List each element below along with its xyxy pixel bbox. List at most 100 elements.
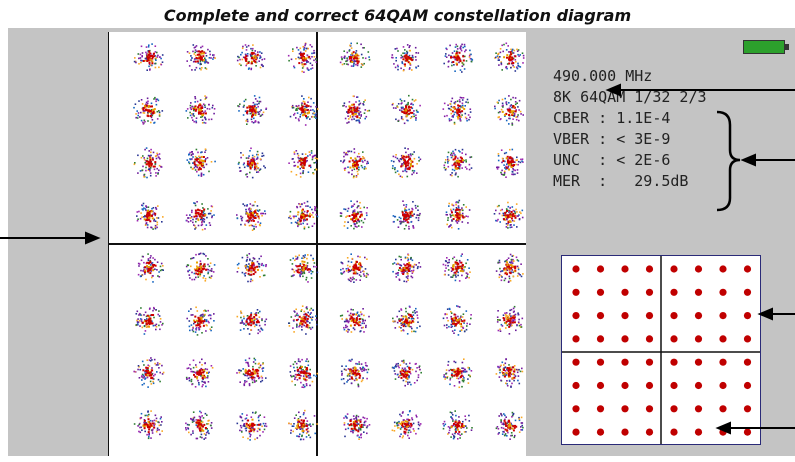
constellation-point [343,413,371,440]
constellation-point [392,305,421,335]
ideal-constellation-point [719,405,727,413]
constellation-point [339,308,370,333]
ideal-constellation-point [670,265,678,273]
constellation-point [133,410,163,440]
constellation-point [136,202,164,230]
constellation-point [185,358,214,388]
ideal-constellation-point [621,381,629,390]
constellation-point [392,200,421,230]
constellation-point [237,95,268,125]
ideal-constellation-point [670,288,678,296]
ideal-constellation-point [621,288,629,296]
measurement-readout: 490.000 MHz 8K 64QAM 1/32 2/3 CBER : 1.1… [553,66,707,192]
ideal-constellation-point [719,428,727,436]
ideal-constellation-point [596,405,605,413]
ideal-constellation-point [743,335,752,343]
ideal-constellation-point [645,428,654,436]
constellation-point [236,253,267,283]
ideal-constellation-point [621,358,629,366]
constellation-point [443,43,474,73]
constellation-point [185,201,215,231]
constellation-point [442,253,471,282]
ideal-constellation-point [694,335,703,343]
ideal-constellation-point [743,288,752,296]
constellation-point [287,42,318,73]
constellation-point [289,254,319,283]
constellation-point [133,43,164,71]
constellation-point [340,148,369,179]
constellation-point [133,96,164,125]
constellation-point [288,150,319,178]
ideal-constellation-point [596,312,605,320]
constellation-point [494,42,525,72]
ideal-constellation-point [621,428,629,436]
constellation-point [133,147,163,179]
constellation-point [496,148,524,178]
ideal-constellation-point [694,405,703,413]
ideal-constellation-point [572,312,580,320]
ideal-constellation-point [596,265,605,273]
constellation-point [443,358,473,389]
battery-nub [785,44,789,50]
constellation-point [237,147,266,179]
constellation-point [186,44,216,71]
constellation-point [185,95,216,124]
ideal-constellation-point [743,358,752,366]
ideal-constellation-point [572,428,580,436]
unc-readout: UNC : < 2E-6 [553,151,671,169]
ideal-constellation-point [645,288,654,296]
constellation-point [339,200,368,230]
ideal-constellation-point [719,288,727,296]
ideal-constellation-point [743,381,752,390]
ideal-constellation-point [645,405,654,413]
ideal-constellation-point [694,428,703,436]
ideal-constellation-point [719,381,727,390]
cber-readout: CBER : 1.1E-4 [553,109,671,127]
ideal-constellation-point [572,265,580,273]
ideal-constellation-point [621,312,629,320]
ideal-constellation-point [645,335,654,343]
ideal-constellation-point [719,265,727,273]
constellation-point [340,358,370,388]
constellation-point [236,357,267,387]
ideal-constellation-point [743,428,752,436]
constellation-point [135,306,164,335]
frequency-readout: 490.000 MHz [553,67,653,85]
constellation-point [185,410,213,440]
ideal-constellation-point [670,428,678,436]
constellation-point [494,95,524,126]
constellation-point [289,95,319,126]
ideal-constellation-point [572,358,580,366]
constellation-point [236,309,268,335]
ideal-constellation-point [694,288,703,296]
constellation-point [288,409,318,441]
ideal-constellation-point [694,358,703,366]
ideal-constellation-point [572,381,580,390]
constellation-point [495,253,524,283]
mode-readout: 8K 64QAM 1/32 2/3 [553,88,707,106]
ideal-constellation-point [719,358,727,366]
ideal-constellation-point [645,358,654,366]
ideal-constellation-point [670,358,678,366]
constellation-point [186,306,215,336]
constellation-point [133,357,165,388]
constellation-point [185,252,216,282]
ideal-constellation-point [719,312,727,320]
ideal-constellation-point [621,405,629,413]
ideal-constellation-plot [562,256,760,444]
constellation-point [390,147,422,178]
constellation-point [391,94,421,125]
battery-icon [743,40,789,54]
ideal-constellation-point [645,312,654,320]
constellation-plot [108,32,526,456]
ideal-constellation-point [670,405,678,413]
constellation-point [391,410,422,439]
ideal-constellation-point [694,265,703,273]
ideal-constellation-point [596,381,605,390]
constellation-point [442,305,472,336]
ideal-constellation [561,255,761,445]
constellation-point [442,96,472,125]
constellation-point [236,201,267,231]
vber-readout: VBER : < 3E-9 [553,130,671,148]
constellation-point [391,359,422,387]
